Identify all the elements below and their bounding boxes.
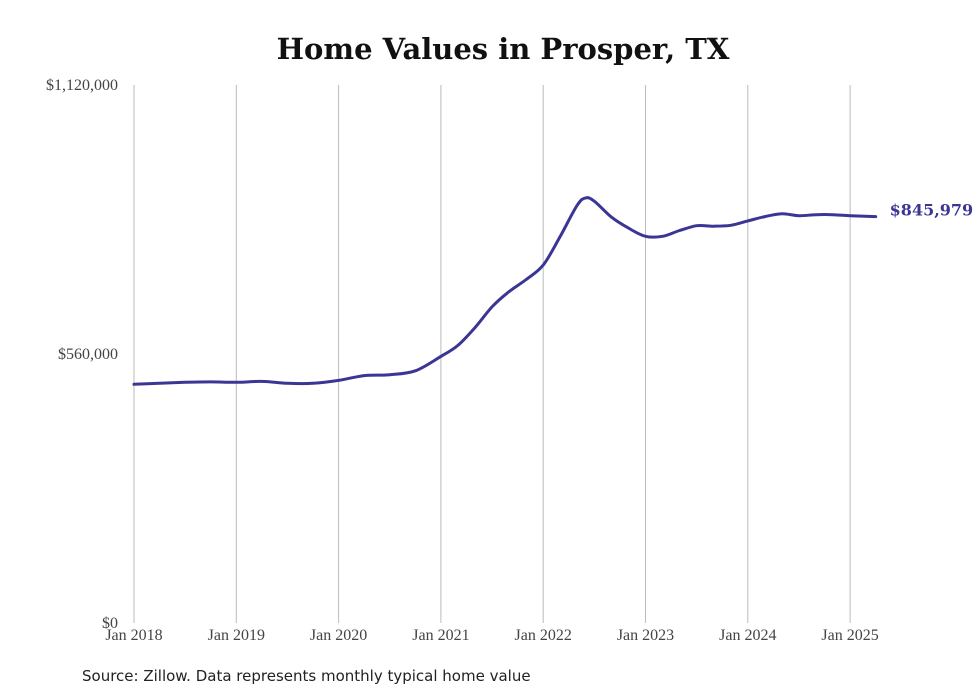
gridlines [133,85,851,623]
data-point-25 [644,235,647,238]
data-point-38 [874,215,877,218]
data-point-28 [695,224,698,227]
data-point-32 [763,215,766,218]
data-point-15 [491,305,494,308]
source-note: Source: Zillow. Data represents monthly … [82,667,531,685]
data-point-14 [474,326,477,329]
data-point-4 [235,381,238,384]
data-point-5 [260,380,263,383]
data-point-20 [576,204,579,207]
x-axis-ticks: Jan 2018 Jan 2019 Jan 2020 Jan 2021 Jan 2022… [105,627,878,644]
y-tick-label: $1,120,000 [46,77,118,94]
x-tick-label: Jan 2025 [821,627,878,644]
data-point-30 [729,224,732,227]
data-point-37 [849,214,852,217]
series-layer: $845,979 [132,196,974,386]
x-tick-label: Jan 2022 [515,627,572,644]
x-tick-label: Jan 2018 [105,627,162,644]
data-point-36 [832,213,835,216]
data-point-6 [286,382,289,385]
data-point-19 [559,235,562,238]
chart-title: Home Values in Prosper, TX [277,32,730,66]
data-point-3 [209,380,212,383]
series-line-0 [132,196,878,386]
data-point-35 [815,213,818,216]
data-point-1 [158,382,161,385]
data-point-11 [414,369,417,372]
data-point-26 [661,235,664,238]
data-point-34 [797,214,800,217]
data-point-27 [678,229,681,232]
data-point-10 [388,373,391,376]
y-axis-ticks: $0 $560,000 $1,120,000 [46,77,118,632]
x-tick-label: Jan 2019 [208,627,265,644]
data-point-9 [363,374,366,377]
data-point-31 [746,219,749,222]
data-point-29 [712,225,715,228]
data-point-8 [337,379,340,382]
end-value-label: $845,979 [890,201,974,220]
data-point-21 [584,196,587,199]
data-point-23 [610,216,613,219]
data-point-2 [184,381,187,384]
data-point-22 [593,200,596,203]
data-point-13 [456,344,459,347]
x-tick-label: Jan 2020 [310,627,367,644]
data-point-16 [508,290,511,293]
data-point-17 [525,278,528,281]
data-point-0 [133,383,136,386]
x-tick-label: Jan 2024 [719,627,776,644]
x-tick-label: Jan 2021 [412,627,469,644]
data-point-33 [780,212,783,215]
data-point-18 [542,264,545,267]
data-point-24 [627,227,630,230]
x-tick-label: Jan 2023 [617,627,674,644]
data-point-12 [439,355,442,358]
y-tick-label: $0 [102,615,118,632]
data-point-7 [312,382,315,385]
y-tick-label: $560,000 [58,346,118,363]
